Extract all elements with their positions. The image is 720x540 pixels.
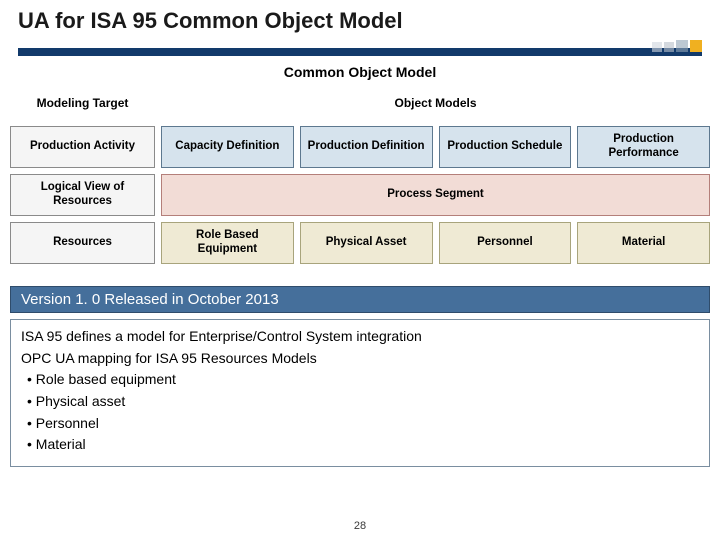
square-icon <box>664 42 674 52</box>
slide: UA for ISA 95 Common Object Model Common… <box>0 0 720 540</box>
grid-cell: Material <box>577 222 710 264</box>
bullet-list: Role based equipment Physical asset Pers… <box>21 369 699 456</box>
page-title: UA for ISA 95 Common Object Model <box>18 8 702 34</box>
page-number: 28 <box>0 520 720 532</box>
grid-header-right: Object Models <box>161 86 710 120</box>
grid-cell-span: Process Segment <box>161 174 710 216</box>
square-icon <box>690 40 702 52</box>
grid-cell: Production Schedule <box>439 126 572 168</box>
square-icon <box>652 42 662 52</box>
grid-row-label: Resources <box>10 222 155 264</box>
list-item: Material <box>27 434 699 456</box>
grid-row-label: Production Activity <box>10 126 155 168</box>
list-item: Role based equipment <box>27 369 699 391</box>
grid-cell: Physical Asset <box>300 222 433 264</box>
grid-cell: Capacity Definition <box>161 126 294 168</box>
title-area: UA for ISA 95 Common Object Model <box>0 0 720 56</box>
body-line: ISA 95 defines a model for Enterprise/Co… <box>21 326 699 348</box>
body-box: ISA 95 defines a model for Enterprise/Co… <box>10 319 710 467</box>
subtitle: Common Object Model <box>0 64 720 80</box>
grid-header-left: Modeling Target <box>10 86 155 120</box>
grid-row-label: Logical View of Resources <box>10 174 155 216</box>
release-banner: Version 1. 0 Released in October 2013 <box>10 286 710 313</box>
body-line: OPC UA mapping for ISA 95 Resources Mode… <box>21 348 699 370</box>
object-model-grid: Modeling Target Object Models Production… <box>10 86 710 264</box>
title-underline <box>18 48 702 56</box>
list-item: Physical asset <box>27 391 699 413</box>
list-item: Personnel <box>27 413 699 435</box>
grid-cell: Personnel <box>439 222 572 264</box>
decoration-squares <box>652 40 702 52</box>
grid-cell: Production Performance <box>577 126 710 168</box>
grid-cell: Production Definition <box>300 126 433 168</box>
grid-cell: Role Based Equipment <box>161 222 294 264</box>
square-icon <box>676 40 688 52</box>
